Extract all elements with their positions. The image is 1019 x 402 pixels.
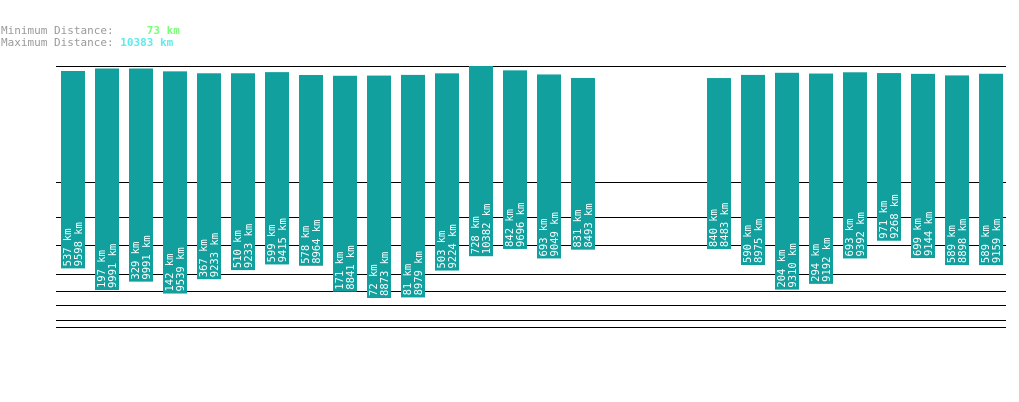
min-distance-value: 73 km bbox=[146, 24, 180, 37]
range-bar bbox=[435, 73, 459, 271]
bar-max-label: 9415 km bbox=[277, 218, 289, 262]
range-bar bbox=[979, 73, 1003, 266]
range-bar bbox=[299, 74, 323, 266]
bar-max-label: 8841 km bbox=[345, 245, 357, 289]
range-bar bbox=[537, 74, 561, 259]
range-bar bbox=[843, 72, 867, 259]
bar-min-label: 537 km bbox=[62, 228, 74, 266]
bar-max-label: 8873 km bbox=[379, 252, 391, 296]
range-bar bbox=[401, 74, 425, 298]
bar-min-label: 728 km bbox=[470, 216, 482, 254]
bar-min-label: 72 km bbox=[368, 264, 380, 296]
range-bar bbox=[741, 74, 765, 266]
bar-min-label: 589 km bbox=[946, 225, 958, 263]
bar-max-label: 8483 km bbox=[719, 203, 731, 247]
range-bar bbox=[367, 75, 391, 298]
max-distance-label: Maximum Distance: bbox=[1, 36, 114, 49]
bar-max-label: 9539 km bbox=[175, 247, 187, 291]
range-bar bbox=[469, 66, 493, 257]
bar-max-label: 8898 km bbox=[957, 219, 969, 263]
bar-max-label: 9598 km bbox=[73, 222, 85, 266]
range-bar bbox=[775, 72, 799, 290]
range-bar bbox=[503, 70, 527, 249]
bar-min-label: 831 km bbox=[572, 210, 584, 248]
bar-min-label: 590 km bbox=[742, 225, 754, 263]
bar-max-label: 9991 km bbox=[141, 235, 153, 279]
bar-max-label: 8975 km bbox=[753, 219, 765, 263]
range-bar bbox=[333, 75, 357, 292]
bar-max-label: 8493 km bbox=[583, 203, 595, 247]
bar-min-label: 589 km bbox=[980, 225, 992, 263]
range-bar bbox=[129, 68, 153, 282]
bar-min-label: 197 km bbox=[96, 250, 108, 288]
max-distance-value: 10383 km bbox=[120, 36, 174, 49]
bar-max-label: 9392 km bbox=[855, 212, 867, 256]
bar-max-label: 9192 km bbox=[821, 238, 833, 282]
bar-min-label: 142 km bbox=[164, 254, 176, 292]
bar-max-label: 9233 km bbox=[209, 233, 221, 277]
bar-min-label: 510 km bbox=[232, 230, 244, 268]
range-bar bbox=[265, 72, 289, 265]
bar-min-label: 367 km bbox=[198, 239, 210, 277]
bar-min-label: 840 km bbox=[708, 209, 720, 247]
bar-min-label: 171 km bbox=[334, 252, 346, 290]
range-bar bbox=[95, 68, 119, 291]
range-bar bbox=[707, 78, 731, 250]
bar-max-label: 9991 km bbox=[107, 244, 119, 288]
range-bar bbox=[197, 73, 221, 280]
bar-min-label: 294 km bbox=[810, 244, 822, 282]
min-distance-label: Minimum Distance: bbox=[1, 24, 114, 37]
bar-max-label: 9233 km bbox=[243, 224, 255, 268]
bar-max-label: 9310 km bbox=[787, 243, 799, 287]
range-bar bbox=[61, 70, 85, 269]
bar-min-label: 204 km bbox=[776, 250, 788, 288]
bar-max-label: 10382 km bbox=[481, 204, 493, 255]
range-bar bbox=[571, 77, 595, 250]
distance-stats: Minimum Distance: 73 km Maximum Distance… bbox=[1, 25, 180, 49]
range-bar bbox=[809, 73, 833, 284]
bar-max-label: 8979 km bbox=[413, 251, 425, 295]
bar-max-label: 9159 km bbox=[991, 219, 1003, 263]
bar-min-label: 971 km bbox=[878, 201, 890, 239]
min-distance-row: Minimum Distance: 73 km bbox=[1, 25, 180, 37]
bar-min-label: 693 km bbox=[844, 219, 856, 257]
bar-min-label: 503 km bbox=[436, 231, 448, 269]
range-bar bbox=[911, 73, 935, 259]
bar-min-label: 578 km bbox=[300, 226, 312, 264]
bar-min-label: 329 km bbox=[130, 242, 142, 280]
max-distance-row: Maximum Distance: 10383 km bbox=[1, 37, 180, 49]
bar-max-label: 9049 km bbox=[549, 212, 561, 256]
range-bar bbox=[163, 71, 187, 294]
range-bar bbox=[945, 75, 969, 266]
bar-min-label: 699 km bbox=[912, 218, 924, 256]
bar-min-label: 842 km bbox=[504, 209, 516, 247]
bar-max-label: 8964 km bbox=[311, 220, 323, 264]
range-bar bbox=[231, 73, 255, 271]
bar-max-label: 9144 km bbox=[923, 212, 935, 256]
bar-max-label: 9268 km bbox=[889, 194, 901, 238]
bar-min-label: 81 km bbox=[402, 264, 414, 296]
range-bar bbox=[877, 73, 901, 241]
bar-max-label: 9224 km bbox=[447, 224, 459, 268]
bar-min-label: 599 km bbox=[266, 224, 278, 262]
bar-max-label: 9696 km bbox=[515, 203, 527, 247]
bar-min-label: 693 km bbox=[538, 219, 550, 257]
